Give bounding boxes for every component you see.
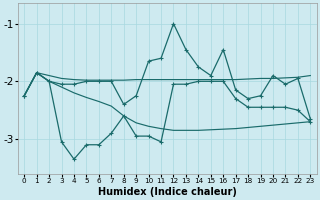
X-axis label: Humidex (Indice chaleur): Humidex (Indice chaleur) — [98, 187, 237, 197]
